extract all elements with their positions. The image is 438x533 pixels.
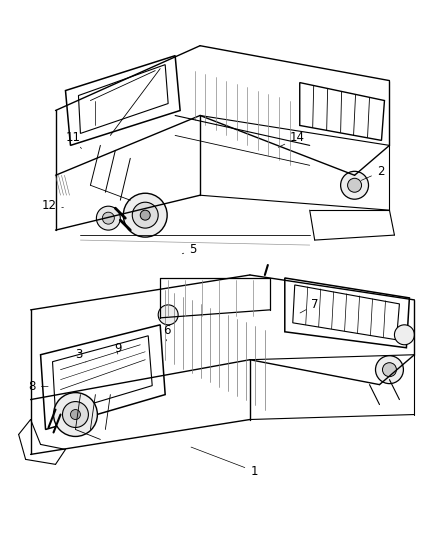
Polygon shape [285,278,410,348]
Circle shape [96,206,120,230]
Text: 1: 1 [191,447,258,478]
Text: 8: 8 [28,380,48,393]
Polygon shape [41,325,165,430]
Text: 12: 12 [41,199,64,212]
Text: 9: 9 [114,342,121,356]
Text: 3: 3 [76,348,86,362]
Circle shape [395,325,414,345]
Circle shape [102,212,114,224]
Polygon shape [300,83,385,140]
Circle shape [124,193,167,237]
Circle shape [71,409,81,419]
Text: 14: 14 [278,132,305,147]
Circle shape [341,171,368,199]
Circle shape [63,401,88,427]
Circle shape [348,178,361,192]
Circle shape [375,356,403,384]
Circle shape [132,202,158,228]
Text: 2: 2 [361,165,384,180]
Text: 11: 11 [65,132,81,149]
Circle shape [53,393,97,437]
Circle shape [158,305,178,325]
Text: 5: 5 [182,243,197,256]
Polygon shape [66,55,180,146]
Text: 6: 6 [163,324,170,341]
Circle shape [140,210,150,220]
Circle shape [382,362,396,377]
Text: 7: 7 [300,298,319,313]
